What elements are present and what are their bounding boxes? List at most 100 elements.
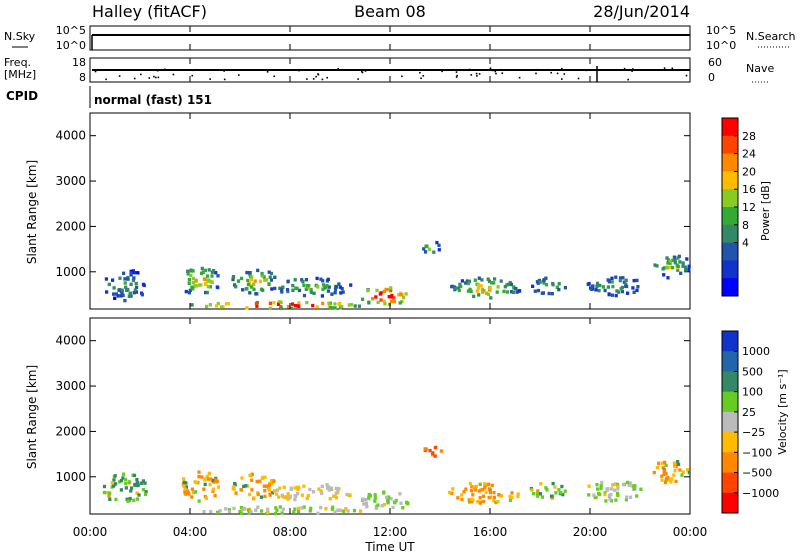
echo-cell — [655, 264, 659, 268]
echo-cell — [224, 302, 228, 306]
echo-cell — [401, 506, 405, 510]
echo-cell — [249, 277, 254, 282]
echo-cell — [470, 497, 474, 502]
echo-cell — [468, 287, 472, 292]
echo-cell — [333, 306, 337, 310]
echo-cell — [255, 479, 259, 484]
echo-cell — [233, 482, 237, 486]
echo-cell — [207, 471, 211, 476]
echo-cell — [205, 304, 209, 309]
echo-cell — [327, 301, 331, 305]
nave-point — [140, 73, 142, 76]
cpid-mode: normal (fast) 151 — [94, 93, 212, 107]
echo-cell — [376, 300, 380, 305]
echo-cell — [478, 496, 482, 500]
echo-cell — [347, 493, 352, 498]
echo-cell — [607, 292, 611, 297]
nave-point — [156, 69, 159, 72]
velocity-ylabel: Slant Range [km] — [25, 365, 39, 469]
echo-cell — [668, 261, 672, 265]
echo-cell — [292, 510, 296, 514]
echo-cell — [186, 491, 190, 495]
echo-cell — [514, 286, 518, 291]
echo-cell — [422, 247, 426, 251]
echo-cell — [551, 283, 555, 287]
echo-cell — [616, 487, 620, 491]
echo-cell — [389, 288, 393, 293]
echo-cell — [540, 495, 544, 499]
echo-cell — [276, 302, 281, 306]
echo-cell — [538, 492, 543, 496]
echo-cell — [362, 502, 366, 506]
echo-cell — [247, 508, 251, 512]
echo-cell — [330, 306, 334, 310]
echo-cell — [499, 279, 503, 283]
nave-point — [153, 75, 155, 78]
colorbar-tick-label: 8 — [742, 219, 749, 232]
station-title: Halley (fitACF) — [92, 2, 207, 21]
echo-cell — [205, 474, 209, 479]
echo-cell — [205, 290, 209, 295]
echo-cell — [470, 489, 474, 493]
echo-cell — [190, 303, 194, 307]
echo-cell — [119, 478, 123, 483]
echo-cell — [536, 494, 540, 498]
echo-cell — [246, 278, 250, 283]
echo-cell — [673, 258, 677, 263]
echo-cell — [476, 499, 480, 504]
echo-cell — [112, 292, 116, 296]
echo-cell — [473, 278, 477, 282]
echo-cell — [492, 490, 496, 495]
echo-cell — [286, 289, 290, 294]
nave-point — [671, 67, 674, 70]
echo-cell — [296, 491, 300, 496]
echo-cell — [202, 509, 206, 514]
echo-cell — [663, 460, 667, 465]
nave-point — [550, 71, 552, 74]
echo-cell — [334, 491, 338, 495]
echo-cell — [302, 293, 307, 298]
echo-cell — [133, 271, 137, 275]
echo-cell — [489, 495, 493, 499]
echo-cell — [365, 505, 369, 509]
echo-cell — [487, 288, 492, 292]
echo-cell — [496, 285, 500, 289]
echo-cell — [131, 278, 135, 282]
echo-cell — [603, 288, 607, 293]
velocity-echoes — [102, 445, 691, 516]
echo-cell — [391, 505, 395, 510]
echo-cell — [121, 472, 126, 476]
echo-cell — [256, 505, 260, 509]
echo-cell — [389, 286, 393, 290]
nave-point — [364, 70, 367, 72]
echo-cell — [305, 300, 309, 305]
echo-cell — [286, 304, 290, 309]
echo-cell — [202, 487, 206, 491]
echo-cell — [450, 491, 454, 496]
echo-cell — [392, 299, 397, 304]
echo-cell — [622, 280, 626, 284]
echo-cell — [428, 448, 432, 453]
echo-cell — [190, 285, 194, 289]
echo-cell — [308, 509, 312, 513]
nave-point — [422, 75, 425, 77]
echo-cell — [272, 489, 276, 493]
echo-cell — [618, 278, 622, 283]
echo-cell — [218, 509, 222, 513]
nave-label: Nave — [746, 62, 774, 75]
colorbar-tick-label: −25 — [742, 426, 765, 439]
echo-cell — [191, 490, 196, 495]
echo-cell — [232, 506, 236, 511]
echo-cell — [616, 484, 620, 488]
echo-cell — [371, 297, 375, 301]
echo-cell — [297, 288, 302, 293]
echo-cell — [450, 284, 454, 289]
echo-cell — [297, 509, 301, 514]
echo-cell — [340, 305, 344, 309]
echo-cell — [676, 460, 680, 464]
echo-cell — [544, 283, 548, 287]
echo-cell — [389, 497, 393, 501]
echo-cell — [464, 281, 468, 285]
echo-cell — [344, 507, 348, 511]
echo-cell — [477, 293, 481, 297]
